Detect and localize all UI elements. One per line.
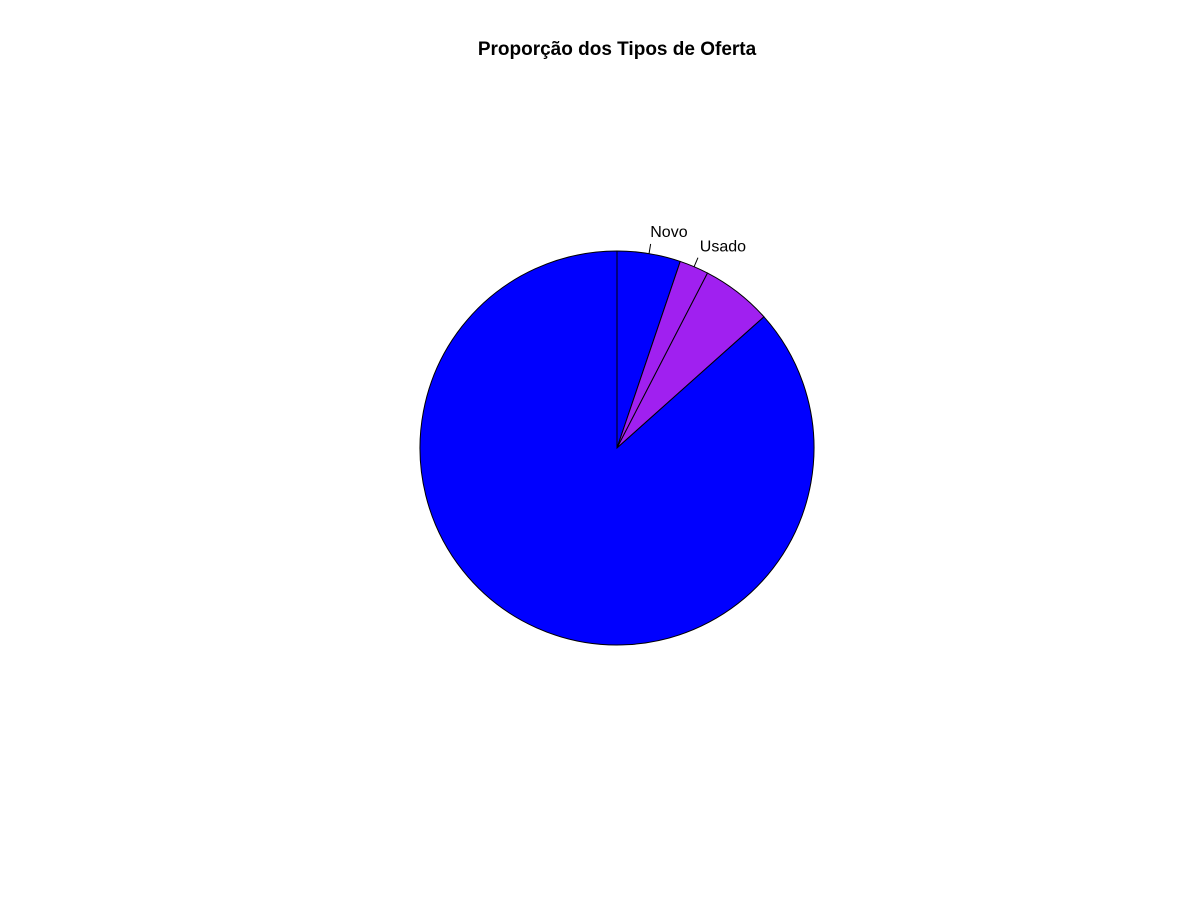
leader-line-0 [648, 243, 652, 254]
pie-labels: Novo Usado [648, 224, 746, 267]
chart-title: Proporção dos Tipos de Oferta [478, 39, 757, 60]
slice-label-0: Novo [650, 224, 687, 241]
leader-line-1 [693, 257, 699, 267]
pie-slice-3 [419, 250, 815, 646]
pie-slices [419, 250, 815, 646]
slice-label-1: Usado [700, 239, 746, 256]
